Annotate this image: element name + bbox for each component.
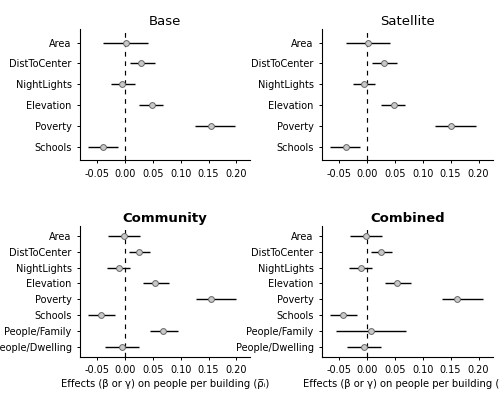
Title: Base: Base [149, 15, 182, 28]
Title: Satellite: Satellite [380, 15, 434, 28]
Title: Combined: Combined [370, 212, 444, 225]
X-axis label: Effects (β or γ) on people per building (ρ̅ᵢ): Effects (β or γ) on people per building … [61, 379, 270, 389]
Title: Community: Community [123, 212, 208, 225]
X-axis label: Effects (β or γ) on people per building (ρ̅ᵢ): Effects (β or γ) on people per building … [303, 379, 500, 389]
